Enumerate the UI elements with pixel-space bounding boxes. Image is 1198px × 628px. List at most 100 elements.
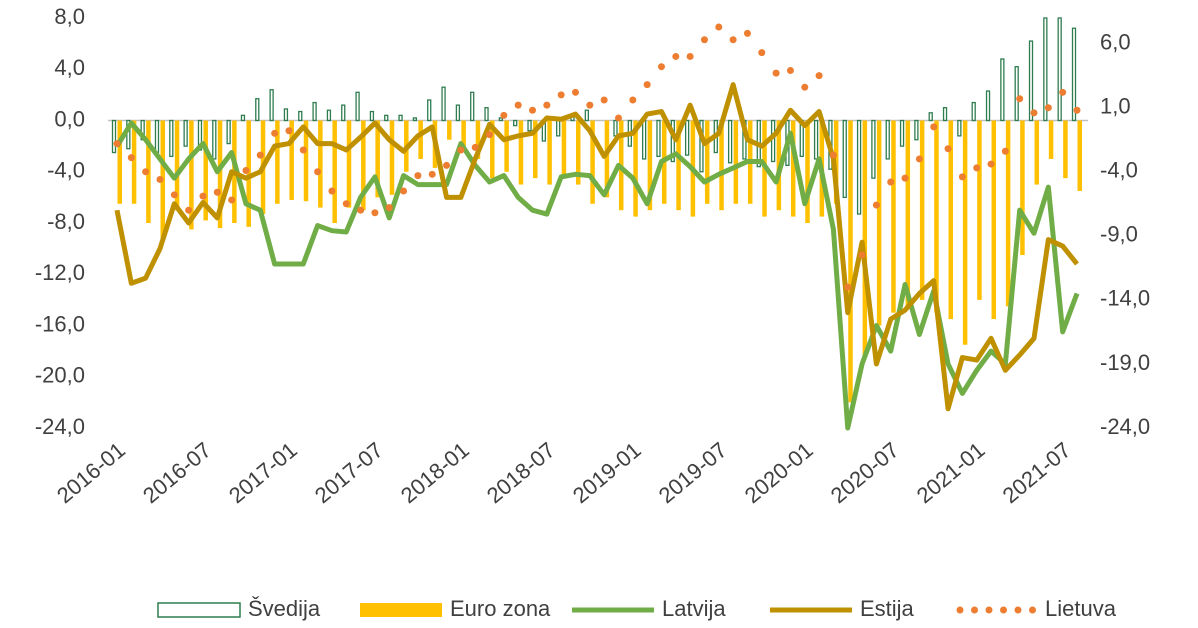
- dot: [672, 52, 680, 60]
- bar: [1063, 120, 1068, 179]
- y-tick-label: 8,0: [54, 4, 85, 29]
- dot: [443, 161, 451, 169]
- bar: [928, 112, 933, 122]
- bar: [856, 119, 862, 215]
- dot: [700, 36, 708, 44]
- bar: [899, 119, 905, 147]
- bar: [561, 120, 567, 175]
- dot: [1044, 104, 1052, 112]
- bar: [647, 120, 653, 211]
- dot: [729, 36, 737, 44]
- dot: [328, 187, 336, 195]
- dot: [614, 114, 622, 122]
- y-tick-label: -12,0: [35, 260, 85, 285]
- dot: [285, 127, 293, 135]
- dot: [170, 191, 178, 199]
- dot: [213, 188, 221, 196]
- dot: [629, 96, 637, 104]
- bar: [971, 101, 976, 122]
- bar: [556, 119, 561, 137]
- x-tick-label: 2021-01: [912, 437, 990, 508]
- x-tick-label: 2018-01: [396, 437, 474, 508]
- bar: [174, 120, 180, 211]
- dot: [142, 168, 150, 176]
- bar: [805, 120, 810, 223]
- y-tick-label: -8,0: [47, 209, 85, 234]
- dot: [156, 175, 164, 183]
- legend-label: Estija: [860, 596, 915, 621]
- bar: [934, 120, 939, 313]
- x-tick-label: 2018-07: [482, 437, 560, 508]
- bar: [289, 120, 294, 200]
- y-tick-label: -16,0: [35, 311, 85, 336]
- bar: [318, 120, 323, 208]
- x-tick-label: 2016-01: [52, 437, 130, 508]
- dot: [428, 170, 436, 178]
- bar: [948, 120, 954, 320]
- dot: [958, 173, 966, 181]
- x-tick-label: 2016-07: [138, 437, 216, 508]
- bar: [942, 107, 948, 122]
- bar: [369, 110, 375, 122]
- bar: [1000, 58, 1005, 122]
- bar: [513, 119, 518, 127]
- dot: [199, 192, 207, 200]
- bar: [418, 120, 423, 159]
- bar: [226, 119, 231, 145]
- dot: [185, 206, 193, 214]
- bar: [1057, 17, 1062, 122]
- bar: [1020, 120, 1025, 256]
- dot: [500, 111, 508, 119]
- y-tick-label: 0,0: [54, 106, 85, 131]
- legend-swatch: [956, 606, 964, 614]
- bar: [131, 120, 137, 204]
- y2-tick-label: 6,0: [1100, 29, 1131, 54]
- legend-swatch: [1014, 606, 1022, 614]
- bar: [384, 114, 389, 122]
- dot: [657, 63, 665, 71]
- bar: [919, 120, 925, 300]
- x-tick-label: 2021-07: [998, 437, 1076, 508]
- dot: [357, 206, 365, 214]
- bar: [977, 120, 982, 300]
- bar: [346, 120, 352, 208]
- bar: [633, 120, 638, 217]
- dot: [858, 251, 866, 259]
- bar: [240, 114, 246, 122]
- bar: [991, 120, 997, 320]
- dot: [586, 101, 594, 109]
- bar: [341, 104, 346, 122]
- dot: [815, 72, 823, 80]
- dot: [600, 96, 608, 104]
- bar: [985, 90, 991, 122]
- bar: [862, 120, 868, 358]
- dot: [557, 91, 565, 99]
- dot: [228, 196, 236, 204]
- line: [114, 82, 1079, 412]
- line: [114, 120, 1080, 431]
- bar: [576, 120, 581, 185]
- dot: [342, 200, 350, 208]
- bar: [189, 120, 194, 230]
- bar: [361, 120, 366, 211]
- dot: [829, 151, 837, 159]
- bar: [584, 109, 589, 122]
- dot: [543, 101, 551, 109]
- dot: [242, 166, 250, 174]
- bar: [484, 107, 489, 122]
- bar: [1005, 120, 1011, 307]
- bar: [1077, 120, 1082, 191]
- dot: [758, 49, 766, 57]
- bar: [217, 120, 223, 229]
- bar: [427, 99, 432, 122]
- legend-swatch: [985, 606, 993, 614]
- dot: [743, 29, 751, 37]
- bar: [1071, 27, 1077, 122]
- bar: [656, 119, 661, 158]
- bar: [885, 119, 890, 160]
- dot: [371, 209, 379, 217]
- bar: [412, 117, 418, 122]
- bar: [876, 120, 882, 326]
- dot: [715, 23, 723, 31]
- dot: [1030, 109, 1038, 117]
